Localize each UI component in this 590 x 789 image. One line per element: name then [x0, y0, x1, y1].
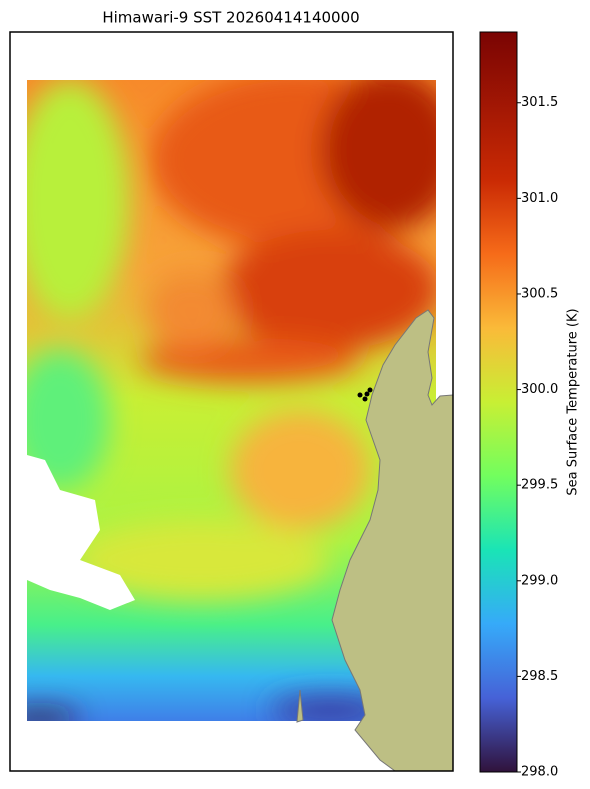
- map-title: Himawari-9 SST 20260414140000: [102, 9, 359, 27]
- map-frame: [9, 31, 454, 772]
- colorbar-label: Sea Surface Temperature (K): [566, 308, 581, 495]
- colorbar-tick-label: 298.5: [521, 669, 558, 684]
- land: [296, 309, 454, 772]
- colorbar-tick-label: 299.0: [521, 573, 558, 588]
- colorbar-tick-label: 300.5: [521, 286, 558, 301]
- colorbar-tick-label: 300.0: [521, 382, 558, 397]
- colorbar-tick-label: 298.0: [521, 765, 558, 780]
- colorbar: [479, 31, 518, 773]
- sst-field: [27, 80, 436, 721]
- station-markers: [357, 387, 373, 402]
- colorbar-tick-label: 299.5: [521, 478, 558, 493]
- colorbar-tick-label: 301.5: [521, 95, 558, 110]
- colorbar-tick-label: 301.0: [521, 191, 558, 206]
